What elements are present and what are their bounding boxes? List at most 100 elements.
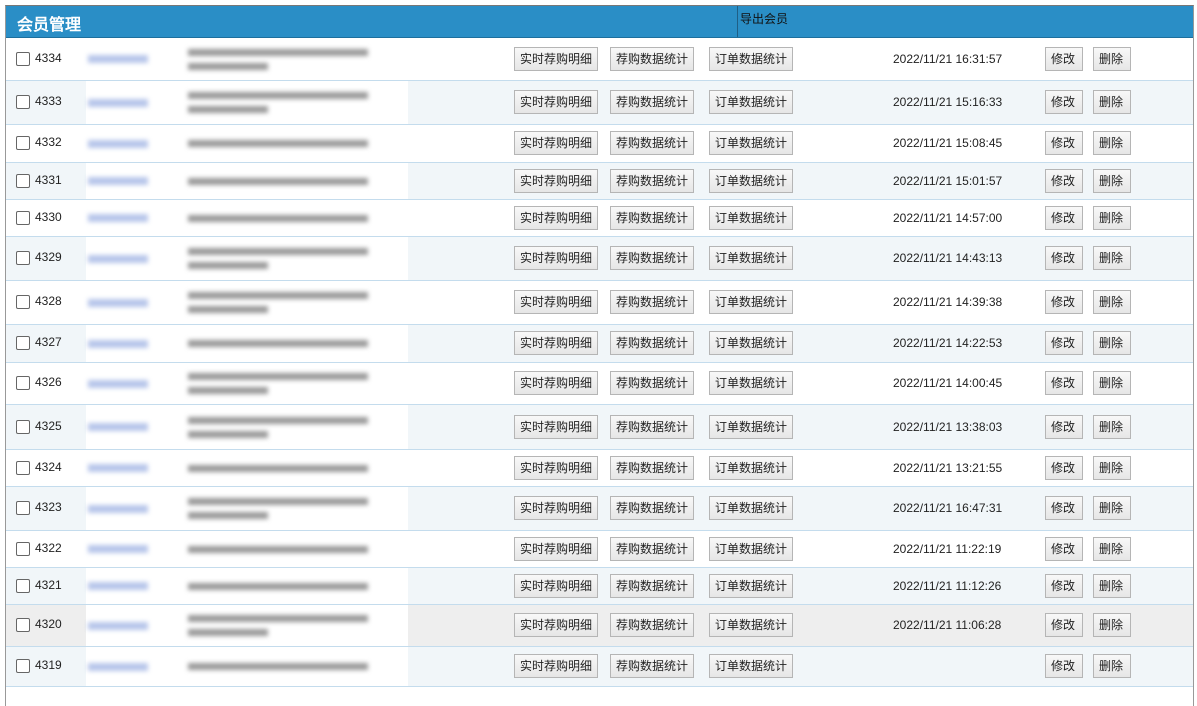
edit-button[interactable]: 修改 [1045,205,1083,230]
member-name-link[interactable] [88,139,148,148]
row-checkbox[interactable] [16,51,30,66]
member-name-link[interactable] [88,177,148,185]
row-checkbox[interactable] [16,336,30,350]
purchase-detail-button[interactable]: 实时荐购明细 [514,205,599,230]
delete-button[interactable]: 删除 [1093,654,1131,678]
purchase-detail-button[interactable]: 实时荐购明细 [514,654,599,678]
member-name-link[interactable] [88,379,148,388]
export-members-button[interactable]: 导出会员 [737,6,788,37]
purchase-detail-button[interactable]: 实时荐购明细 [514,168,599,193]
edit-button[interactable]: 修改 [1045,46,1083,71]
order-stats-button[interactable]: 订单数据统计 [709,613,794,637]
recommend-stats-button[interactable]: 荐购数据统计 [610,90,695,114]
recommend-stats-button[interactable]: 荐购数据统计 [610,573,695,598]
edit-button[interactable]: 修改 [1045,613,1083,637]
delete-button[interactable]: 删除 [1093,371,1131,395]
order-stats-button[interactable]: 订单数据统计 [709,496,794,520]
order-stats-button[interactable]: 订单数据统计 [709,46,794,71]
row-checkbox[interactable] [16,419,30,434]
recommend-stats-button[interactable]: 荐购数据统计 [610,455,695,480]
order-stats-button[interactable]: 订单数据统计 [709,536,794,561]
delete-button[interactable]: 删除 [1093,46,1131,71]
delete-button[interactable]: 删除 [1093,455,1131,480]
purchase-detail-button[interactable]: 实时荐购明细 [514,246,599,270]
purchase-detail-button[interactable]: 实时荐购明细 [514,371,599,395]
recommend-stats-button[interactable]: 荐购数据统计 [610,46,695,71]
order-stats-button[interactable]: 订单数据统计 [709,654,794,678]
edit-button[interactable]: 修改 [1045,331,1083,355]
member-name-link[interactable] [88,298,148,307]
row-checkbox[interactable] [16,376,30,390]
row-checkbox[interactable] [16,136,30,150]
purchase-detail-button[interactable]: 实时荐购明细 [514,536,599,561]
member-name-link[interactable] [88,254,148,263]
delete-button[interactable]: 删除 [1093,613,1131,637]
purchase-detail-button[interactable]: 实时荐购明细 [514,496,599,520]
row-checkbox[interactable] [16,460,30,475]
row-checkbox[interactable] [16,578,30,593]
recommend-stats-button[interactable]: 荐购数据统计 [610,246,695,270]
member-name-link[interactable] [88,545,148,553]
purchase-detail-button[interactable]: 实时荐购明细 [514,331,599,355]
member-name-link[interactable] [88,214,148,222]
member-name-link[interactable] [88,423,148,431]
purchase-detail-button[interactable]: 实时荐购明细 [514,46,599,71]
delete-button[interactable]: 删除 [1093,496,1131,520]
edit-button[interactable]: 修改 [1045,455,1083,480]
purchase-detail-button[interactable]: 实时荐购明细 [514,290,599,314]
order-stats-button[interactable]: 订单数据统计 [709,290,794,314]
edit-button[interactable]: 修改 [1045,131,1083,155]
order-stats-button[interactable]: 订单数据统计 [709,573,794,598]
order-stats-button[interactable]: 订单数据统计 [709,168,794,193]
recommend-stats-button[interactable]: 荐购数据统计 [610,536,695,561]
order-stats-button[interactable]: 订单数据统计 [709,246,794,270]
edit-button[interactable]: 修改 [1045,536,1083,561]
edit-button[interactable]: 修改 [1045,246,1083,270]
purchase-detail-button[interactable]: 实时荐购明细 [514,455,599,480]
row-checkbox[interactable] [16,295,30,309]
delete-button[interactable]: 删除 [1093,205,1131,230]
edit-button[interactable]: 修改 [1045,654,1083,678]
recommend-stats-button[interactable]: 荐购数据统计 [610,331,695,355]
recommend-stats-button[interactable]: 荐购数据统计 [610,613,695,637]
edit-button[interactable]: 修改 [1045,371,1083,395]
row-checkbox[interactable] [16,251,30,265]
edit-button[interactable]: 修改 [1045,90,1083,114]
row-checkbox[interactable] [16,541,30,556]
member-name-link[interactable] [88,582,148,590]
row-checkbox[interactable] [16,173,30,188]
purchase-detail-button[interactable]: 实时荐购明细 [514,613,599,637]
delete-button[interactable]: 删除 [1093,168,1131,193]
edit-button[interactable]: 修改 [1045,573,1083,598]
recommend-stats-button[interactable]: 荐购数据统计 [610,414,695,439]
edit-button[interactable]: 修改 [1045,496,1083,520]
delete-button[interactable]: 删除 [1093,290,1131,314]
recommend-stats-button[interactable]: 荐购数据统计 [610,205,695,230]
purchase-detail-button[interactable]: 实时荐购明细 [514,414,599,439]
row-checkbox[interactable] [16,95,30,109]
row-checkbox[interactable] [16,659,30,673]
member-name-link[interactable] [88,339,148,348]
order-stats-button[interactable]: 订单数据统计 [709,331,794,355]
member-name-link[interactable] [88,98,148,107]
recommend-stats-button[interactable]: 荐购数据统计 [610,168,695,193]
edit-button[interactable]: 修改 [1045,414,1083,439]
row-checkbox[interactable] [16,618,30,632]
delete-button[interactable]: 删除 [1093,246,1131,270]
edit-button[interactable]: 修改 [1045,168,1083,193]
recommend-stats-button[interactable]: 荐购数据统计 [610,290,695,314]
order-stats-button[interactable]: 订单数据统计 [709,371,794,395]
order-stats-button[interactable]: 订单数据统计 [709,414,794,439]
recommend-stats-button[interactable]: 荐购数据统计 [610,496,695,520]
order-stats-button[interactable]: 订单数据统计 [709,131,794,155]
row-checkbox[interactable] [16,501,30,515]
purchase-detail-button[interactable]: 实时荐购明细 [514,90,599,114]
delete-button[interactable]: 删除 [1093,131,1131,155]
recommend-stats-button[interactable]: 荐购数据统计 [610,654,695,678]
order-stats-button[interactable]: 订单数据统计 [709,205,794,230]
delete-button[interactable]: 删除 [1093,90,1131,114]
member-name-link[interactable] [88,464,148,472]
delete-button[interactable]: 删除 [1093,536,1131,561]
delete-button[interactable]: 删除 [1093,414,1131,439]
member-name-link[interactable] [88,662,148,671]
